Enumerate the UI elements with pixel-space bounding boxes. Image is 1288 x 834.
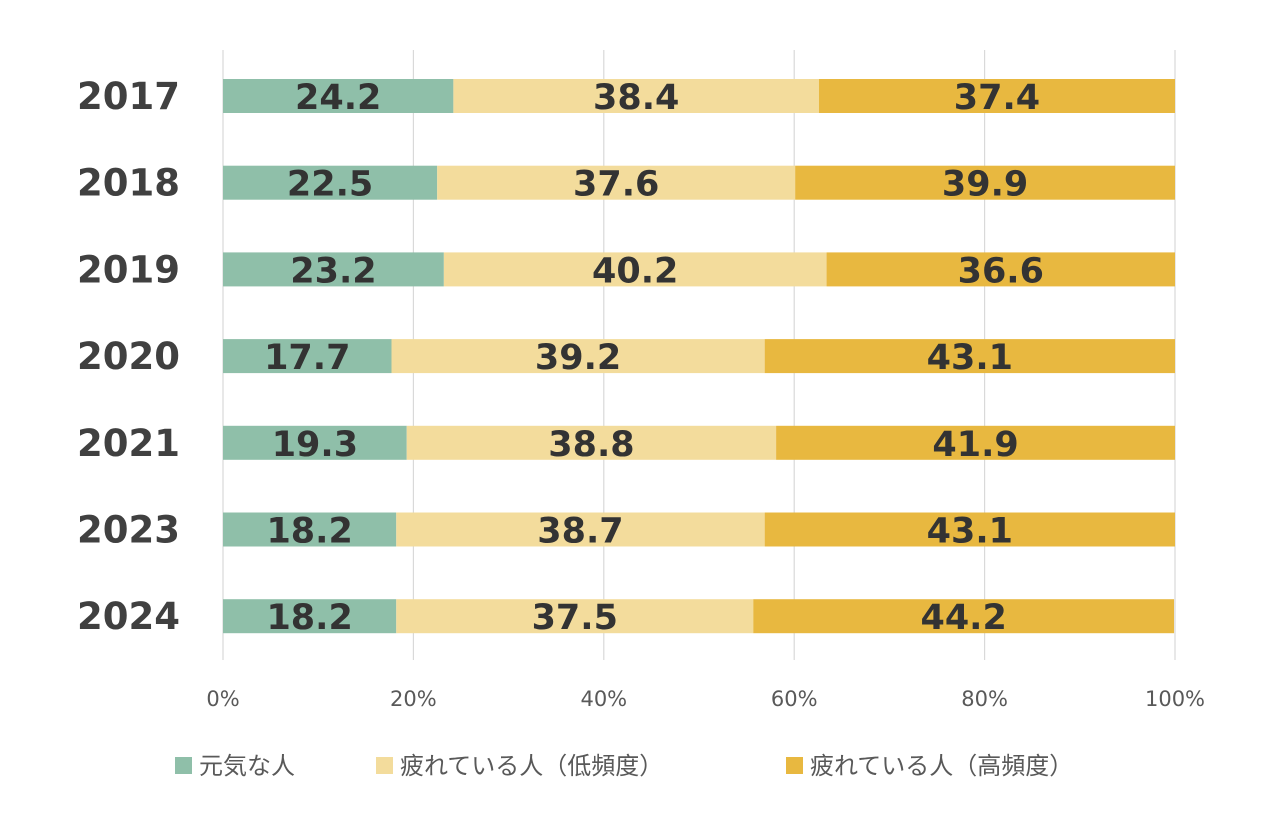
data-label: 37.4 — [954, 78, 1040, 118]
bar-segment — [753, 599, 1175, 634]
legend-label: 疲れている人（低頻度） — [400, 752, 663, 780]
bar-segment — [437, 165, 796, 200]
data-label: 18.2 — [266, 512, 352, 552]
x-tick-label: 100% — [1145, 687, 1205, 711]
legend-label: 疲れている人（高頻度） — [810, 752, 1073, 780]
bar-segment — [223, 79, 454, 113]
bar-segment — [453, 79, 819, 113]
category-labels: 2017 2018 2019 2020 2021 2023 2024 — [77, 75, 180, 638]
legend-swatch — [376, 757, 393, 774]
bar-segment — [391, 339, 765, 374]
category-label: 2021 — [77, 422, 180, 465]
data-label: 37.5 — [532, 598, 618, 638]
bar-segment — [795, 165, 1175, 200]
data-label: 38.4 — [593, 78, 679, 118]
legend: 元気な人 疲れている人（低頻度） 疲れている人（高頻度） — [175, 752, 1073, 780]
data-label: 40.2 — [592, 251, 678, 291]
data-label: 18.2 — [266, 598, 352, 638]
data-label: 17.7 — [264, 338, 350, 378]
category-label: 2019 — [77, 248, 180, 291]
data-label: 38.8 — [548, 425, 634, 465]
data-label: 23.2 — [290, 251, 376, 291]
data-label: 38.7 — [537, 512, 623, 552]
category-label: 2017 — [77, 75, 180, 118]
bar-segment — [826, 252, 1175, 287]
bar-segment — [396, 599, 754, 634]
data-label: 44.2 — [920, 598, 1006, 638]
data-label: 39.2 — [535, 338, 621, 378]
bar-segment — [223, 339, 392, 374]
bar-segment — [223, 599, 397, 634]
legend-swatch — [175, 757, 192, 774]
bar-segment — [776, 425, 1175, 460]
bars: 24.2 38.4 37.4 22.5 37.6 39.9 23.2 40.2 36.6 17.7… — [223, 78, 1175, 638]
data-label: 43.1 — [927, 338, 1013, 378]
category-label: 2018 — [77, 162, 180, 205]
bar-segment — [396, 512, 765, 547]
category-label: 2024 — [77, 595, 180, 638]
x-tick-label: 80% — [961, 687, 1008, 711]
category-label: 2023 — [77, 509, 180, 552]
data-label: 39.9 — [942, 165, 1028, 205]
bar-segment — [764, 339, 1175, 374]
x-tick-label: 60% — [771, 687, 818, 711]
x-axis-tick-labels: 0% 20% 40% 60% 80% 100% — [206, 687, 1205, 711]
x-tick-label: 20% — [390, 687, 437, 711]
data-label: 22.5 — [287, 165, 373, 205]
data-label: 24.2 — [295, 78, 381, 118]
legend-swatch — [786, 757, 803, 774]
bar-segment — [764, 512, 1175, 547]
data-label: 19.3 — [272, 425, 358, 465]
bar-segment — [223, 512, 397, 547]
legend-label: 元気な人 — [199, 752, 295, 780]
data-label: 37.6 — [573, 165, 659, 205]
category-label: 2020 — [77, 335, 180, 378]
bar-segment — [223, 252, 444, 287]
bar-segment — [818, 79, 1175, 113]
bar-segment — [406, 425, 777, 460]
data-label: 41.9 — [932, 425, 1018, 465]
data-label: 36.6 — [958, 251, 1044, 291]
data-label: 43.1 — [927, 512, 1013, 552]
bar-segment — [223, 165, 438, 200]
bar-segment — [443, 252, 827, 287]
x-tick-label: 0% — [206, 687, 239, 711]
bar-segment — [223, 425, 407, 460]
x-tick-label: 40% — [580, 687, 627, 711]
